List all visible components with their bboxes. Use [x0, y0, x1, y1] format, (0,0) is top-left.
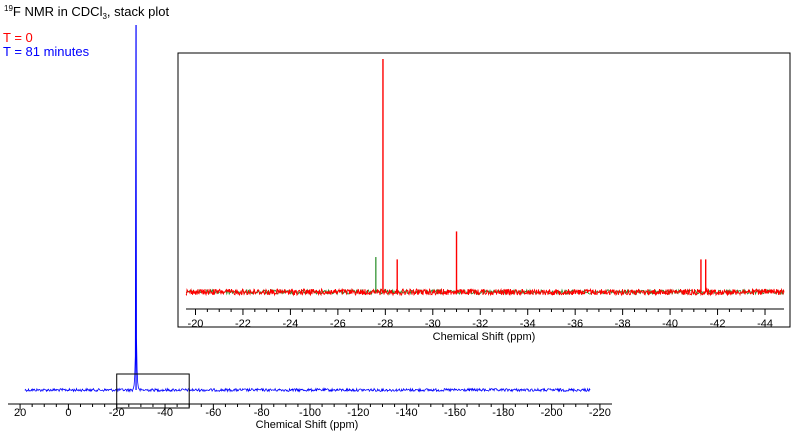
- inset-spectrum-traces: [185, 59, 785, 297]
- main-x-axis-title: Chemical Shift (ppm): [256, 419, 359, 431]
- main-tick-label: -80: [254, 407, 270, 419]
- title-main: F NMR in CDCl: [13, 4, 103, 19]
- inset-x-axis-title: Chemical Shift (ppm): [433, 331, 536, 343]
- main-spectrum-traces: [24, 24, 591, 393]
- legend-entry-t81: T = 81 minutes: [3, 44, 90, 59]
- inset-tick-label: -28: [377, 318, 393, 330]
- main-tick-label: -20: [109, 407, 125, 419]
- main-tick-label: -200: [541, 407, 563, 419]
- main-tick-label: -140: [396, 407, 418, 419]
- inset-x-axis-ticks: -20 -22 -24 -26 -28 -30 -32 -34 -36 -38 -40 -42 -44: [188, 309, 773, 330]
- main-tick-label: -40: [157, 407, 173, 419]
- inset-spectrum-plot: -20 -22 -24 -26 -28 -30 -32 -34 -36 -38 -40 -42 -44 …: [177, 52, 791, 343]
- inset-tick-label: -44: [757, 318, 773, 330]
- zoom-region-box: [116, 373, 190, 409]
- main-tick-label: -180: [492, 407, 514, 419]
- main-tick-label: 0: [65, 407, 71, 419]
- trace-t81-main: [24, 24, 591, 393]
- main-tick-label: -220: [589, 407, 611, 419]
- trace-t0-inset: [185, 287, 785, 297]
- inset-frame: [177, 52, 791, 328]
- inset-tick-label: -20: [188, 318, 204, 330]
- inset-tick-label: -26: [330, 318, 346, 330]
- title-suffix: , stack plot: [107, 4, 170, 19]
- legend-entry-t0: T = 0: [3, 30, 33, 45]
- inset-tick-label: -40: [662, 318, 678, 330]
- title-subscript: 3: [102, 12, 107, 21]
- title-superscript: 19: [4, 4, 13, 13]
- main-tick-label: 20: [14, 407, 26, 419]
- main-tick-label: -160: [444, 407, 466, 419]
- main-tick-label: -60: [205, 407, 221, 419]
- inset-tick-label: -30: [425, 318, 441, 330]
- inset-tick-label: -36: [567, 318, 583, 330]
- inset-tick-label: -42: [710, 318, 726, 330]
- main-tick-label: -120: [347, 407, 369, 419]
- inset-tick-label: -22: [235, 318, 251, 330]
- main-spectrum-plot: 20 0 -20 -40 -60 -80 -100 -120 -140 -160 -180 -200 -…: [8, 24, 612, 431]
- inset-tick-label: -34: [520, 318, 536, 330]
- inset-tick-label: -38: [615, 318, 631, 330]
- inset-tick-label: -24: [282, 318, 298, 330]
- inset-tick-label: -32: [472, 318, 488, 330]
- main-x-axis-ticks: 20 0 -20 -40 -60 -80 -100 -120 -140 -160 -180 -200 -…: [14, 404, 611, 419]
- chart-title: 19F NMR in CDCl3, stack plot: [4, 4, 169, 21]
- main-tick-label: -100: [299, 407, 321, 419]
